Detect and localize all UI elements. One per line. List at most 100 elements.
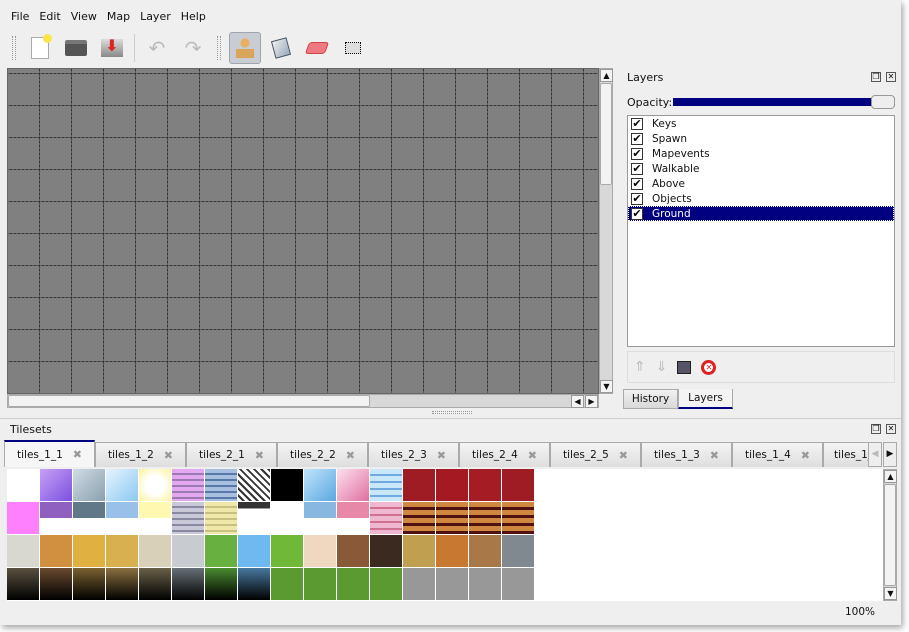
map-horizontal-scrollbar[interactable]: ◀ ▶ xyxy=(7,394,599,408)
tile[interactable] xyxy=(172,469,204,501)
menu-layer[interactable]: Layer xyxy=(140,10,171,23)
move-layer-down-icon[interactable]: ⇓ xyxy=(655,359,668,375)
tile[interactable] xyxy=(469,535,501,567)
scroll-left-button[interactable]: ◀ xyxy=(571,395,584,408)
duplicate-layer-icon[interactable] xyxy=(677,360,692,374)
menu-file[interactable]: File xyxy=(11,10,30,23)
tile[interactable] xyxy=(370,568,402,600)
tile[interactable] xyxy=(436,502,468,534)
tileset-tab[interactable]: tiles_1_2 ✖ xyxy=(95,442,186,467)
open-button[interactable] xyxy=(60,32,92,64)
tile[interactable] xyxy=(139,535,171,567)
tile[interactable] xyxy=(370,535,402,567)
tile[interactable] xyxy=(436,535,468,567)
tile[interactable] xyxy=(172,502,204,534)
tile[interactable] xyxy=(436,568,468,600)
tile[interactable] xyxy=(370,469,402,501)
layer-item[interactable]: ✔ Mapevents xyxy=(628,146,894,161)
layer-visibility-checkbox[interactable]: ✔ xyxy=(631,161,643,175)
tileset-tab[interactable]: tiles_2_3 ✖ xyxy=(368,442,459,467)
tileset-tab[interactable]: tiles_2_1 ✖ xyxy=(186,442,277,467)
tile[interactable] xyxy=(238,502,270,534)
toolbar-grip[interactable] xyxy=(217,36,221,60)
redo-button[interactable]: ↷ xyxy=(177,32,209,64)
layer-item[interactable]: ✔ Ground xyxy=(628,206,894,221)
tile[interactable] xyxy=(337,469,369,501)
tile[interactable] xyxy=(271,568,303,600)
layer-visibility-checkbox[interactable]: ✔ xyxy=(631,191,643,205)
close-tab-icon[interactable]: ✖ xyxy=(618,448,628,462)
opacity-slider-handle[interactable] xyxy=(871,95,895,109)
tile[interactable] xyxy=(7,568,39,600)
tile[interactable] xyxy=(40,469,72,501)
layer-visibility-checkbox[interactable]: ✔ xyxy=(631,146,643,160)
tile[interactable] xyxy=(106,469,138,501)
eraser-button[interactable] xyxy=(301,32,333,64)
tile[interactable] xyxy=(337,502,369,534)
tile[interactable] xyxy=(304,568,336,600)
layer-item[interactable]: ✔ Walkable xyxy=(628,161,894,176)
tile[interactable] xyxy=(238,469,270,501)
scroll-down-button[interactable]: ▼ xyxy=(600,380,613,393)
tileset-tab[interactable]: tiles_2_2 ✖ xyxy=(277,442,368,467)
scroll-thumb[interactable] xyxy=(8,395,370,407)
tileset-tab[interactable]: tiles_1_3 ✖ xyxy=(641,442,732,467)
tile[interactable] xyxy=(7,535,39,567)
layer-item[interactable]: ✔ Above xyxy=(628,176,894,191)
tile[interactable] xyxy=(238,535,270,567)
scroll-right-button[interactable]: ▶ xyxy=(585,395,598,408)
menu-view[interactable]: View xyxy=(70,10,97,23)
tile[interactable] xyxy=(106,568,138,600)
tile[interactable] xyxy=(337,535,369,567)
tile[interactable] xyxy=(139,568,171,600)
tile[interactable] xyxy=(205,568,237,600)
tile[interactable] xyxy=(106,502,138,534)
tabs-scroll-right[interactable]: ▶ xyxy=(883,442,897,467)
close-panel-icon[interactable]: ✕ xyxy=(886,424,896,434)
tile[interactable] xyxy=(7,469,39,501)
splitter-handle[interactable] xyxy=(432,411,472,414)
move-layer-up-icon[interactable]: ⇑ xyxy=(634,359,646,375)
scroll-up-button[interactable]: ▲ xyxy=(600,69,613,82)
tile[interactable] xyxy=(403,568,435,600)
float-panel-icon[interactable]: ❐ xyxy=(871,424,881,434)
tile[interactable] xyxy=(139,502,171,534)
tile[interactable] xyxy=(205,502,237,534)
tile[interactable] xyxy=(436,469,468,501)
tileset-tab[interactable]: tiles_2_4 ✖ xyxy=(459,442,550,467)
tileset-tab[interactable]: tiles_1_1 ✖ xyxy=(4,440,95,467)
scroll-down-button[interactable]: ▼ xyxy=(884,587,897,600)
tile[interactable] xyxy=(139,469,171,501)
menu-help[interactable]: Help xyxy=(180,10,206,23)
close-tab-icon[interactable]: ✖ xyxy=(800,448,810,462)
close-tab-icon[interactable]: ✖ xyxy=(527,448,537,462)
tile[interactable] xyxy=(271,469,303,501)
tile[interactable] xyxy=(469,469,501,501)
scroll-thumb[interactable] xyxy=(884,484,896,586)
tile[interactable] xyxy=(469,502,501,534)
tile[interactable] xyxy=(106,535,138,567)
tile[interactable] xyxy=(271,502,303,534)
tileset-vertical-scrollbar[interactable]: ▲ ▼ xyxy=(883,469,897,601)
tile[interactable] xyxy=(40,568,72,600)
tile[interactable] xyxy=(502,568,534,600)
tile[interactable] xyxy=(40,502,72,534)
opacity-slider[interactable] xyxy=(673,95,895,109)
new-map-button[interactable] xyxy=(24,32,56,64)
tileset-tab[interactable]: tiles_2_5 ✖ xyxy=(550,442,641,467)
tileset-tab[interactable]: tiles_1_4 ✖ xyxy=(732,442,823,467)
tile[interactable] xyxy=(73,469,105,501)
layer-visibility-checkbox[interactable]: ✔ xyxy=(631,116,643,130)
menu-map[interactable]: Map xyxy=(106,10,131,23)
tile[interactable] xyxy=(7,502,39,534)
tabs-scroll-left[interactable]: ◀ xyxy=(868,442,882,467)
close-tab-icon[interactable]: ✖ xyxy=(709,448,719,462)
undo-button[interactable]: ↶ xyxy=(141,32,173,64)
remove-layer-icon[interactable]: ✕ xyxy=(701,359,717,375)
tile[interactable] xyxy=(403,502,435,534)
tile[interactable] xyxy=(502,535,534,567)
scroll-thumb[interactable] xyxy=(600,83,612,185)
layer-item[interactable]: ✔ Keys xyxy=(628,116,894,131)
tile[interactable] xyxy=(469,568,501,600)
tile[interactable] xyxy=(337,568,369,600)
